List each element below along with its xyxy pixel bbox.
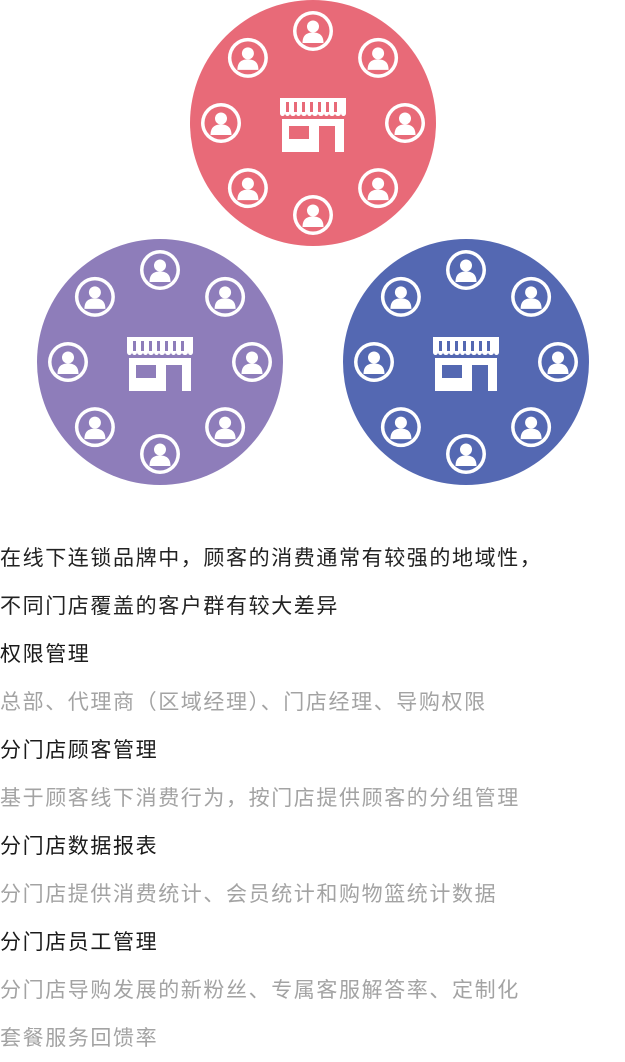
customer-avatar-icon (446, 250, 486, 290)
customer-avatar-icon (380, 407, 421, 448)
feature-store-staff: 分门店员工管理 分门店导购发展的新粉丝、专属客服解答率、定制化 套餐服务回馈率 (0, 918, 625, 1062)
store-circle-top (190, 0, 436, 246)
feature-title: 分门店顾客管理 (0, 738, 159, 762)
intro-line-1: 在线下连锁品牌中，顾客的消费通常有较强的地域性， (0, 546, 543, 570)
store-icon (280, 98, 346, 152)
customer-avatar-icon (227, 168, 268, 209)
feature-title: 权限管理 (0, 642, 91, 666)
intro-paragraph: 在线下连锁品牌中，顾客的消费通常有较强的地域性， 不同门店覆盖的客户群有较大差异 (0, 534, 625, 630)
feature-description-line-2: 套餐服务回馈率 (0, 1026, 159, 1050)
intro-line-2: 不同门店覆盖的客户群有较大差异 (0, 594, 339, 618)
store-icon (127, 337, 193, 391)
feature-description-line-1: 分门店导购发展的新粉丝、专属客服解答率、定制化 (0, 978, 520, 1002)
customer-avatar-icon (232, 342, 272, 382)
customer-avatar-icon (358, 168, 399, 209)
customer-avatar-icon (354, 342, 394, 382)
customer-avatar-icon (538, 342, 578, 382)
feature-description: 基于顾客线下消费行为，按门店提供顾客的分组管理 (0, 786, 520, 810)
customer-avatar-icon (446, 434, 486, 474)
customer-avatar-icon (358, 37, 399, 78)
feature-store-reports: 分门店数据报表 分门店提供消费统计、会员统计和购物篮统计数据 (0, 822, 625, 918)
customer-avatar-icon (140, 250, 180, 290)
store-customer-illustration (37, 0, 589, 485)
customer-avatar-icon (511, 407, 552, 448)
customer-avatar-icon (48, 342, 88, 382)
customer-avatar-icon (140, 434, 180, 474)
feature-store-customers: 分门店顾客管理 基于顾客线下消费行为，按门店提供顾客的分组管理 (0, 726, 625, 822)
customer-avatar-icon (205, 407, 246, 448)
customer-avatar-icon (74, 407, 115, 448)
customer-avatar-icon (293, 11, 333, 51)
customer-avatar-icon (74, 276, 115, 317)
store-circle-left (37, 239, 283, 485)
customer-avatar-icon (201, 103, 241, 143)
feature-permissions: 权限管理 总部、代理商（区域经理）、门店经理、导购权限 (0, 630, 625, 726)
customer-avatar-icon (380, 276, 421, 317)
customer-avatar-icon (511, 276, 552, 317)
store-circle-right (343, 239, 589, 485)
feature-title: 分门店数据报表 (0, 834, 159, 858)
feature-description: 分门店提供消费统计、会员统计和购物篮统计数据 (0, 882, 498, 906)
content-text: 在线下连锁品牌中，顾客的消费通常有较强的地域性， 不同门店覆盖的客户群有较大差异… (0, 534, 625, 1062)
store-icon (433, 337, 499, 391)
feature-description: 总部、代理商（区域经理）、门店经理、导购权限 (0, 690, 487, 714)
customer-avatar-icon (227, 37, 268, 78)
feature-title: 分门店员工管理 (0, 930, 159, 954)
customer-avatar-icon (293, 195, 333, 235)
customer-avatar-icon (385, 103, 425, 143)
customer-avatar-icon (205, 276, 246, 317)
